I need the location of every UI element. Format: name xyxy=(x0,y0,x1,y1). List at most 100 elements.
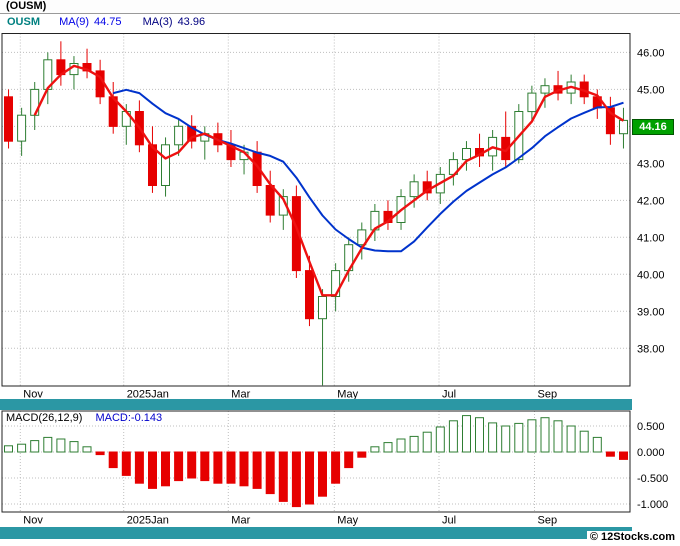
macd-bar xyxy=(278,451,288,502)
price-axis-label: 45.00 xyxy=(637,84,665,96)
candle xyxy=(174,118,184,156)
macd-label: MACD(26,12,9) xyxy=(6,412,83,424)
candle xyxy=(148,126,157,193)
macd-bar xyxy=(82,446,92,453)
macd-axis-label: -0.500 xyxy=(637,473,668,485)
last-price-badge: 44.16 xyxy=(632,119,674,135)
candle xyxy=(619,107,628,149)
price-axis-label: 42.00 xyxy=(637,195,665,207)
x-axis-label: May xyxy=(337,515,358,527)
candle xyxy=(448,152,458,186)
price-axis-label: 43.00 xyxy=(637,158,665,170)
candle xyxy=(82,48,92,79)
macd-bar xyxy=(579,430,589,453)
x-axis-label: Jul xyxy=(442,515,456,527)
x-axis-label: Sep xyxy=(538,515,558,527)
candle xyxy=(357,222,367,260)
legend-ma9: MA(9) 44.75 xyxy=(59,16,121,28)
x-axis-label: Nov xyxy=(23,389,43,401)
candle xyxy=(501,111,511,167)
macd-bar xyxy=(396,438,406,453)
macd-bar xyxy=(592,436,602,453)
candle xyxy=(553,70,563,101)
macd-bar xyxy=(56,438,66,453)
macd-value: MACD:-0.143 xyxy=(95,412,163,424)
macd-bar xyxy=(4,445,13,453)
candle xyxy=(540,78,550,108)
candle xyxy=(305,255,314,327)
candle xyxy=(187,115,197,149)
candle xyxy=(488,130,498,171)
macd-bar xyxy=(331,451,341,484)
price-axis-label: 41.00 xyxy=(637,232,665,244)
macd-bar xyxy=(370,446,380,453)
candle xyxy=(69,56,79,90)
macd-bar xyxy=(422,431,432,453)
legend-ma9-value: 44.75 xyxy=(94,16,122,28)
candle xyxy=(566,74,576,105)
macd-bar xyxy=(435,426,445,453)
divider-strip-bottom xyxy=(0,527,632,539)
macd-bar xyxy=(619,451,628,460)
macd-bar xyxy=(553,420,563,453)
ma9-line xyxy=(112,88,624,253)
candle xyxy=(318,289,327,386)
candle xyxy=(409,174,419,208)
macd-bar xyxy=(134,451,144,484)
ma3-line xyxy=(33,64,625,297)
macd-bar xyxy=(213,451,223,484)
macd-bar xyxy=(448,420,458,453)
title-bar: (OUSM) xyxy=(0,0,680,14)
candle xyxy=(605,96,615,145)
legend-ma3-value: 43.96 xyxy=(177,16,206,28)
price-axis-label: 46.00 xyxy=(637,47,665,59)
macd-bar xyxy=(43,436,53,453)
macd-bar xyxy=(318,451,327,497)
macd-legend: MACD(26,12,9) MACD:-0.143 xyxy=(6,412,162,424)
x-axis-label: Sep xyxy=(538,389,558,401)
macd-axis-label: 0.500 xyxy=(637,421,665,433)
candle xyxy=(331,263,341,312)
macd-bar xyxy=(514,422,524,453)
gridlines xyxy=(2,33,630,512)
macd-bar xyxy=(121,451,131,476)
macd-bar xyxy=(108,451,118,469)
candle xyxy=(4,89,13,149)
candle xyxy=(475,133,484,167)
page-title: (OUSM) xyxy=(6,0,47,12)
x-axis-label: Jul xyxy=(442,389,456,401)
macd-bar xyxy=(305,451,314,505)
macd-histogram xyxy=(4,415,628,508)
macd-axis-label: -1.000 xyxy=(637,499,668,511)
candle xyxy=(200,126,210,160)
candle xyxy=(291,185,301,278)
x-axis-label: Mar xyxy=(231,515,250,527)
macd-bar xyxy=(527,419,537,453)
macd-bar xyxy=(409,435,419,453)
candle xyxy=(422,170,432,201)
candle xyxy=(30,82,40,130)
macd-bar xyxy=(239,451,249,487)
macd-bar xyxy=(252,451,262,489)
macd-bar xyxy=(69,441,79,453)
legend-symbol: OUSM xyxy=(7,16,40,28)
candle xyxy=(462,141,471,171)
macd-bar xyxy=(357,451,367,458)
macd-bar xyxy=(383,442,393,453)
x-axis-label: 2025Jan xyxy=(127,515,169,527)
legend-ma3: MA(3) 43.96 xyxy=(143,16,205,28)
macd-bar xyxy=(566,425,576,453)
price-axis-label: 39.00 xyxy=(637,306,665,318)
macd-bar xyxy=(200,451,210,482)
x-axis-label: May xyxy=(337,389,358,401)
macd-bar xyxy=(605,451,615,457)
macd-bar xyxy=(161,451,170,487)
legend-ma3-label: MA(3) xyxy=(142,16,173,28)
candle xyxy=(161,137,170,197)
macd-bar xyxy=(501,425,511,453)
x-axis-label: Nov xyxy=(23,515,43,527)
macd-bar xyxy=(95,451,105,456)
macd-bar xyxy=(148,451,157,489)
